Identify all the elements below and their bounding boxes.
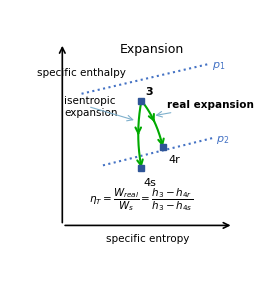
Text: real expansion: real expansion [167, 100, 254, 110]
Text: specific entropy: specific entropy [106, 234, 190, 244]
Text: isentropic
expansion: isentropic expansion [64, 96, 118, 118]
Text: $p_2$: $p_2$ [216, 134, 230, 146]
Text: 4s: 4s [144, 178, 156, 188]
Text: specific enthalpy: specific enthalpy [37, 68, 126, 78]
Text: Expansion: Expansion [120, 43, 184, 56]
Text: $\eta_T = \dfrac{W_{real}}{W_s} = \dfrac{h_3 - h_{4r}}{h_3 - h_{4s}}$: $\eta_T = \dfrac{W_{real}}{W_s} = \dfrac… [89, 187, 193, 213]
Text: $p_1$: $p_1$ [212, 60, 225, 72]
Text: 3: 3 [146, 87, 153, 97]
Text: 4r: 4r [168, 155, 180, 165]
